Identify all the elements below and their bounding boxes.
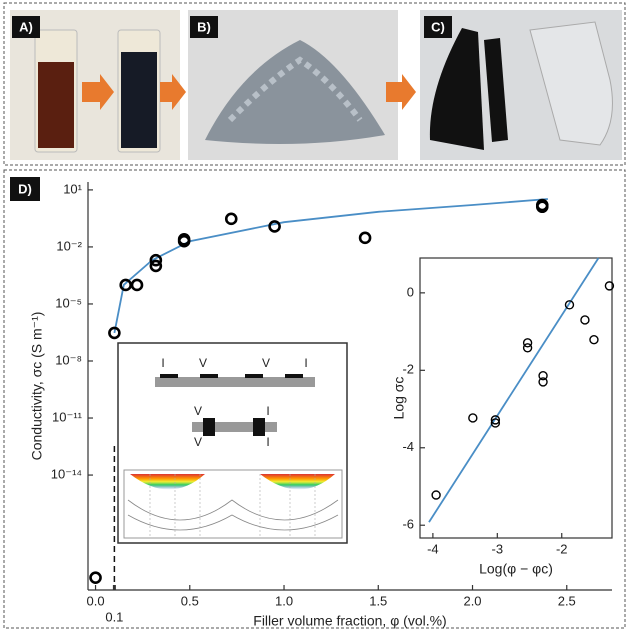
field [130,474,335,490]
x-tick-label: -4 [427,541,439,556]
electrode [200,374,218,378]
field-lines [149,474,316,538]
y-axis-label: Log σc [391,377,407,420]
data-point [89,571,102,584]
main-chart: 0.00.1 0.5 1.0 1.5 2.0 2.5 10¹ 10⁻² 10⁻⁵ 10⁻⁸ 10⁻¹… [29,181,612,629]
x-tick-label: 0.5 [181,593,199,608]
y-tick-label: 0 [407,284,414,299]
label-box [10,177,40,201]
powder [205,40,385,144]
x-axis-label: Filler volume fraction, φ (vol.%) [253,613,446,629]
diagram-label: V [199,356,207,370]
data-point [468,413,478,423]
data-point [538,377,548,387]
arrow [82,74,114,110]
diagram-label: I [161,356,164,370]
diagram-label: V [262,356,270,370]
panel-frame [3,169,626,629]
x-tick-label: 1.0 [275,593,293,608]
sample [192,422,277,432]
diagram-label: I [266,435,269,449]
arrow [160,74,186,110]
y-tick-label: 10⁻² [56,238,82,253]
electrode [203,418,215,436]
x-tick-label: 0.0 [87,593,105,608]
field-lines [127,499,339,531]
x-tick-label: 2.0 [463,593,481,608]
data-point [522,343,533,353]
y-tick-label: -2 [402,362,414,377]
film [484,38,508,142]
y-tick-label: -6 [402,517,414,532]
panel-label: A) [19,19,33,34]
fit-line [428,257,600,523]
powder [227,56,363,123]
data-point [431,490,441,500]
electrode [160,374,178,378]
data-point [604,281,615,291]
y-axis-label: Conductivity, σc (S m⁻¹) [29,312,45,461]
electrode [285,374,303,378]
label-box [424,16,452,38]
label-box [12,16,40,38]
data-point [522,338,533,348]
panel-label: B) [197,19,211,34]
electrode [253,418,265,436]
data-point [358,231,372,245]
y-tick-label: 10⁻⁸ [55,352,82,367]
data-point [119,278,132,292]
x-tick-label: -2 [556,541,568,556]
arrow [386,74,416,110]
x-tick-label: 2.5 [558,593,576,608]
x-tick-label: -3 [492,541,504,556]
liquid [121,52,157,148]
inset-chart: -4 -3 -2 0 -2 -4 -6 Log σc Log(φ − φc) [391,257,615,577]
diagram-label: V [194,404,202,418]
data-point [268,220,281,233]
liquid [38,62,74,148]
diagram-label: I [304,356,307,370]
film [429,28,484,150]
panel-frame [3,2,626,166]
label-box [190,16,218,38]
y-tick-label: 10⁻¹⁴ [51,466,82,481]
data-point [224,212,238,226]
electrode [245,374,263,378]
panel-label: D) [18,181,32,196]
data-point [490,418,501,428]
diagram-label: V [194,435,202,449]
data-point [490,415,501,425]
data-point [580,315,590,325]
y-tick-label: 10⁻⁵ [55,295,82,310]
data-point [130,278,144,292]
data-point [149,253,163,267]
plot-frame [419,257,613,539]
y-tick-label: 10¹ [63,181,82,196]
data-point [564,300,575,310]
sample [155,377,315,387]
data-point [535,200,549,214]
data-point [538,371,548,381]
x-axis-label: Log(φ − φc) [479,561,553,577]
data-point [589,335,599,345]
panel-label: C) [431,19,445,34]
y-tick-label: 10⁻¹¹ [52,409,83,424]
diagram-label: I [266,404,269,418]
x-tick-label: 1.5 [369,593,387,608]
x-tick-label: 0.1 [105,609,123,624]
electrode-diagram: I V V I V I V I [117,342,348,544]
y-tick-label: -4 [402,439,414,454]
data-point [177,234,191,248]
data-point [108,326,121,340]
data-point [149,259,163,273]
film [529,21,613,146]
